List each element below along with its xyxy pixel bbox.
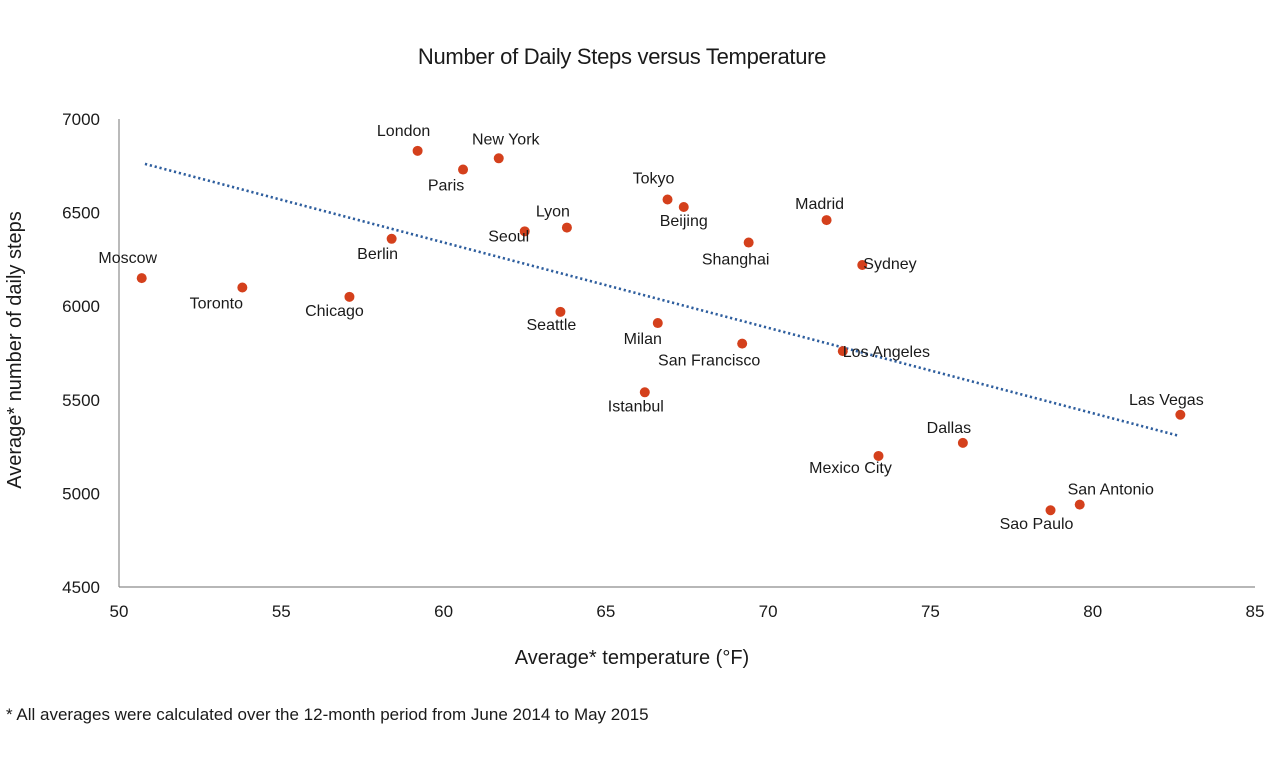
- axes: 50 55 60 65 70 75 80 85 4500 5000 5500 6000 6500 7000…: [4, 110, 1264, 669]
- point-label: Istanbul: [608, 398, 664, 415]
- point-label: Moscow: [98, 250, 157, 267]
- data-point: [1045, 505, 1056, 516]
- data-point: [821, 215, 832, 226]
- point-label: Lyon: [536, 204, 570, 221]
- x-tick-label: 80: [1083, 602, 1102, 621]
- data-point: [344, 291, 355, 302]
- data-point: [857, 260, 868, 271]
- data-point: [555, 306, 566, 317]
- x-tick-label: 50: [110, 602, 129, 621]
- x-tick-label: 65: [596, 602, 615, 621]
- x-tick-label: 60: [434, 602, 453, 621]
- data-point: [519, 226, 530, 237]
- point-label: Chicago: [305, 303, 364, 320]
- point-label: Seoul: [488, 228, 529, 245]
- trendline-group: [144, 162, 1178, 437]
- y-tick-label: 5500: [62, 391, 100, 410]
- point-label: Mexico City: [809, 460, 892, 477]
- point-label: London: [377, 123, 430, 140]
- x-axis-title: Average* temperature (°F): [515, 647, 749, 669]
- data-point: [458, 164, 469, 175]
- y-tick-label: 6500: [62, 204, 100, 223]
- data-point: [873, 450, 884, 461]
- data-point: [837, 346, 848, 357]
- point-label: San Francisco: [658, 353, 760, 370]
- data-point: [493, 153, 504, 164]
- point-label: Beijing: [660, 213, 708, 230]
- data-point: [639, 387, 650, 398]
- trendline: [144, 162, 1178, 437]
- point-label: Sydney: [863, 256, 916, 273]
- x-tick-label: 85: [1246, 602, 1265, 621]
- point-label: Milan: [624, 331, 662, 348]
- point-label: Sao Paulo: [1000, 516, 1074, 533]
- point-label: Tokyo: [633, 170, 675, 187]
- y-tick-label: 7000: [62, 110, 100, 129]
- data-point: [737, 338, 748, 349]
- point-label: Madrid: [795, 196, 844, 213]
- x-tick-label: 55: [272, 602, 291, 621]
- data-point: [1074, 499, 1085, 510]
- data-point: [386, 233, 397, 244]
- point-labels: Moscow Toronto Chicago Berlin London Paris New…: [98, 123, 1203, 533]
- point-label: San Antonio: [1068, 482, 1154, 499]
- point-label: Paris: [428, 178, 464, 195]
- data-point: [652, 318, 663, 329]
- point-label: New York: [472, 131, 541, 148]
- y-tick-label: 5000: [62, 484, 100, 503]
- data-point: [662, 194, 673, 205]
- data-point: [957, 437, 968, 448]
- point-label: Berlin: [357, 246, 398, 263]
- x-tick-label: 75: [921, 602, 940, 621]
- y-tick-label: 6000: [62, 297, 100, 316]
- point-label: Toronto: [190, 295, 243, 312]
- x-tick-label: 70: [759, 602, 778, 621]
- data-point: [412, 145, 423, 156]
- data-point: [561, 222, 572, 233]
- data-point: [136, 273, 147, 284]
- data-points: [136, 145, 1186, 516]
- point-label: Los Angeles: [843, 344, 930, 361]
- point-label: Dallas: [927, 420, 971, 437]
- data-point: [678, 201, 689, 212]
- point-label: Seattle: [527, 317, 577, 334]
- data-point: [1175, 409, 1186, 420]
- footnote: * All averages were calculated over the …: [6, 705, 649, 724]
- y-axis-title: Average* number of daily steps: [4, 211, 26, 489]
- point-label: Las Vegas: [1129, 392, 1204, 409]
- data-point: [743, 237, 754, 248]
- data-point: [237, 282, 248, 293]
- y-tick-label: 4500: [62, 578, 100, 597]
- chart-title: Number of Daily Steps versus Temperature: [417, 44, 827, 69]
- point-label: Shanghai: [702, 252, 770, 269]
